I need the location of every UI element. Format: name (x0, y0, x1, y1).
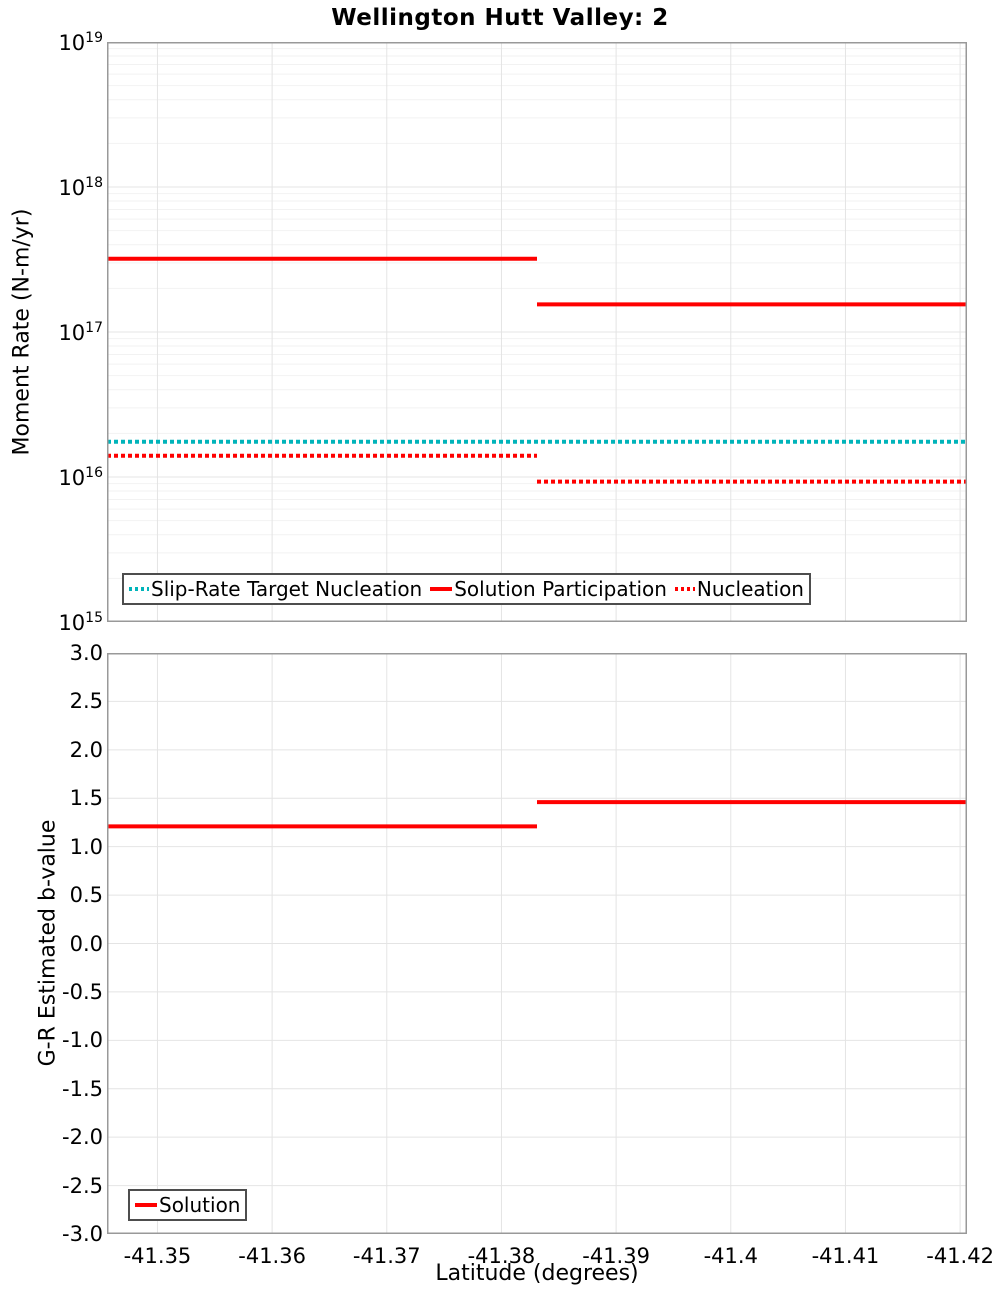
legend-item: Solution (135, 1193, 240, 1217)
y-tick-label: -0.5 (62, 979, 103, 1004)
y-tick-label: 1017 (58, 320, 103, 345)
y-tick-label: 1.0 (69, 834, 103, 859)
y-tick-label: -1.5 (62, 1076, 103, 1101)
x-axis-label: Latitude (degrees) (435, 1261, 639, 1286)
legend-label: Slip-Rate Target Nucleation (151, 577, 423, 601)
y-tick-label: 3.0 (69, 641, 103, 665)
x-tick-label: -41.38 (467, 1244, 536, 1268)
plot-border (107, 653, 967, 1234)
b-value-plot (107, 653, 967, 1234)
moment-rate-legend: Slip-Rate Target Nucleation Solution Part… (122, 573, 811, 605)
legend-item: Slip-Rate Target Nucleation (129, 577, 422, 601)
legend-label: Solution (159, 1193, 241, 1217)
plot-border (107, 42, 967, 622)
y-tick-label: 2.5 (69, 689, 103, 714)
y-tick-label: 1.5 (69, 786, 103, 811)
y-tick-label: -2.0 (62, 1125, 103, 1150)
legend-solid-line-swatch (430, 587, 453, 591)
x-tick-label: -41.36 (238, 1244, 306, 1268)
legend-label: Nucleation (696, 577, 804, 601)
legend-item: Solution Participation (430, 577, 667, 601)
y-tick-label: 0.0 (69, 931, 103, 956)
legend-dotted-line-swatch (129, 587, 149, 591)
moment-rate-plot (107, 42, 967, 622)
x-tick-label: -41.4 (703, 1244, 758, 1268)
y-tick-label: 2.0 (69, 737, 103, 762)
y-tick-label: 0.5 (69, 883, 103, 908)
y-tick-label: -1.0 (62, 1028, 103, 1053)
legend-item: Nucleation (674, 577, 804, 601)
legend-label: Solution Participation (454, 577, 667, 601)
legend-dotted-line-swatch (674, 587, 695, 591)
legend-solid-line-swatch (135, 1203, 157, 1207)
x-tick-label: -41.37 (352, 1244, 421, 1268)
y-tick-label: 1016 (58, 465, 103, 490)
x-tick-label: -41.39 (582, 1244, 650, 1268)
b-value-legend: Solution (128, 1189, 248, 1221)
y-tick-label: -3.0 (62, 1222, 103, 1246)
y-tick-label: 1015 (58, 610, 103, 635)
y-tick-label: -2.5 (62, 1173, 103, 1198)
chart-title: Wellington Hutt Valley: 2 (331, 5, 669, 31)
x-tick-label: -41.42 (926, 1244, 994, 1268)
y-tick-label: 1019 (58, 30, 103, 55)
y-tick-label: 1018 (58, 175, 103, 200)
x-tick-label: -41.41 (811, 1244, 880, 1268)
x-tick-label: -41.35 (123, 1244, 192, 1268)
